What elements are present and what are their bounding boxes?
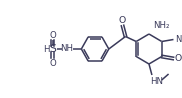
Text: S: S	[50, 44, 56, 54]
Text: O: O	[50, 59, 56, 68]
Text: O: O	[175, 54, 182, 63]
Text: N: N	[175, 35, 182, 44]
Text: HN: HN	[150, 77, 163, 85]
Text: NH₂: NH₂	[153, 20, 169, 29]
Text: O: O	[119, 16, 126, 25]
Text: H: H	[43, 44, 49, 54]
Text: O: O	[50, 30, 56, 39]
Text: NH: NH	[60, 44, 73, 53]
